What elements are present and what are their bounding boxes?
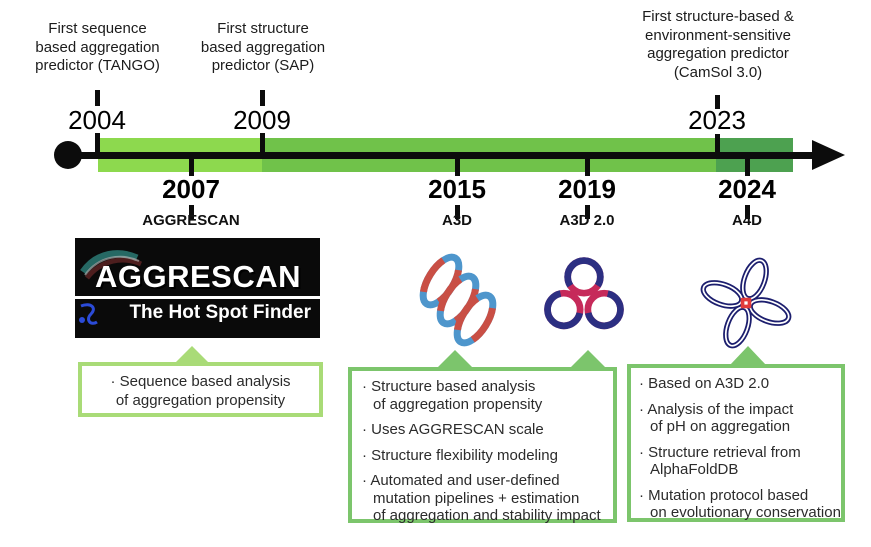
annotation-line: First sequence — [48, 20, 147, 37]
info-line: of aggregation propensity — [373, 395, 543, 413]
blue-swirl-glyph — [79, 303, 98, 325]
tool-label-a3d: A3D — [441, 212, 472, 229]
annotation-line: based aggregation — [200, 38, 326, 56]
pointer-triangle-a3d2 — [570, 350, 606, 368]
pointer-triangle-a4d — [730, 346, 766, 365]
info-box-aggrescan: · Sequence based analysis of aggregation… — [78, 362, 323, 417]
tick-2019 — [585, 155, 590, 176]
annotation-line: aggregation predictor — [647, 45, 789, 62]
info-item: · Based on A3D 2.0 — [639, 375, 837, 393]
tick-2009 — [260, 133, 265, 156]
timeline-axis — [68, 152, 815, 159]
annotation-line: predictor (SAP) — [211, 57, 315, 74]
info-item: · Structure flexibility modeling — [362, 447, 609, 465]
tick-2009-upper — [260, 90, 265, 106]
info-line: mutation pipelines + estimation — [373, 489, 580, 507]
pointer-triangle-aggrescan — [174, 346, 210, 364]
tick-2004 — [95, 133, 100, 156]
logo-subtitle: The Hot Spot Finder — [129, 302, 311, 323]
info-line: · Uses AGGRESCAN scale — [362, 421, 544, 438]
info-line: · Structure retrieval from — [639, 443, 801, 461]
info-line: · Automated and user-defined — [362, 472, 560, 489]
info-box-a4d: · Based on A3D 2.0 · Analysis of the imp… — [627, 364, 845, 522]
year-label-2007: 2007 — [162, 174, 220, 204]
milestone-annotation-sap: First structure based aggregation predic… — [175, 20, 351, 76]
tick-2004-upper — [95, 90, 100, 106]
year-label-2024: 2024 — [718, 174, 776, 204]
info-line: · Analysis of the impact — [639, 400, 794, 418]
protein-ribbon-graphic — [80, 250, 143, 280]
annotation-line: predictor (TANGO) — [35, 57, 160, 74]
info-line: on evolutionary conservation — [650, 504, 841, 521]
year-label-2019: 2019 — [558, 174, 616, 204]
info-line: · Structure flexibility modeling — [362, 446, 558, 464]
info-item: · Uses AGGRESCAN scale — [362, 421, 609, 439]
info-item: · Structure retrieval from AlphaFoldDB — [639, 444, 837, 479]
info-item: · Automated and user-defined mutation pi… — [362, 472, 609, 525]
tick-2019-lower — [585, 205, 590, 219]
tick-2024 — [745, 155, 750, 176]
info-line: AlphaFoldDB — [650, 461, 739, 478]
a3d-protein-loops-icon — [419, 253, 497, 347]
logo-title: AGGRESCAN — [95, 259, 302, 294]
annotation-line: (CamSol 3.0) — [673, 63, 763, 81]
a3d2-clover-loops-icon — [544, 257, 624, 330]
year-label-2009: 2009 — [233, 105, 291, 135]
info-item: · Sequence based analysis of aggregation… — [82, 372, 319, 410]
tick-2015-lower — [455, 205, 460, 219]
info-box-a3d: · Structure based analysis of aggregatio… — [348, 367, 617, 525]
tool-label-a4d: A4D — [731, 212, 762, 229]
info-item: · Mutation protocol based on evolutionar… — [639, 486, 841, 522]
info-line: of aggregation and stability impact — [373, 507, 601, 524]
tick-2007 — [189, 155, 194, 176]
tick-2023-upper — [715, 95, 720, 109]
info-line: · Sequence based analysis — [110, 373, 291, 390]
milestone-annotation-camsol: First structure-based & environment-sens… — [622, 8, 814, 82]
a4d-four-petal-loops-icon — [700, 257, 792, 349]
info-line: · Based on A3D 2.0 — [639, 375, 770, 392]
annotation-line: environment-sensitive — [645, 26, 791, 44]
timeline-start-circle — [54, 141, 82, 169]
logo-divider — [75, 296, 320, 299]
timeline-arrowhead — [812, 140, 845, 170]
info-item: · Structure based analysis of aggregatio… — [362, 378, 609, 413]
tick-2015 — [455, 155, 460, 176]
tool-label-aggrescan: AGGRESCAN — [142, 212, 240, 229]
tool-label-a3d2: A3D 2.0 — [559, 212, 615, 229]
aggrescan-logo: AGGRESCAN The Hot Spot Finder — [75, 238, 320, 338]
annotation-line: based aggregation — [35, 38, 160, 56]
annotation-line: First structure — [217, 20, 309, 37]
annotation-line: First structure-based & — [642, 8, 794, 25]
year-label-2023: 2023 — [688, 105, 746, 135]
pointer-triangle-a3d — [437, 350, 473, 368]
info-item: · Analysis of the impact of pH on aggreg… — [639, 401, 837, 436]
year-label-2004: 2004 — [68, 105, 126, 135]
info-line: · Mutation protocol based — [639, 486, 809, 504]
info-line: · Structure based analysis — [362, 378, 536, 395]
milestone-annotation-tango: First sequence based aggregation predict… — [10, 20, 185, 76]
info-line: of aggregation propensity — [115, 392, 286, 409]
tick-2023 — [715, 134, 720, 156]
year-label-2015: 2015 — [428, 174, 486, 204]
tick-2007-lower — [189, 205, 194, 219]
tick-2024-lower — [745, 205, 750, 219]
info-line: of pH on aggregation — [650, 418, 791, 435]
